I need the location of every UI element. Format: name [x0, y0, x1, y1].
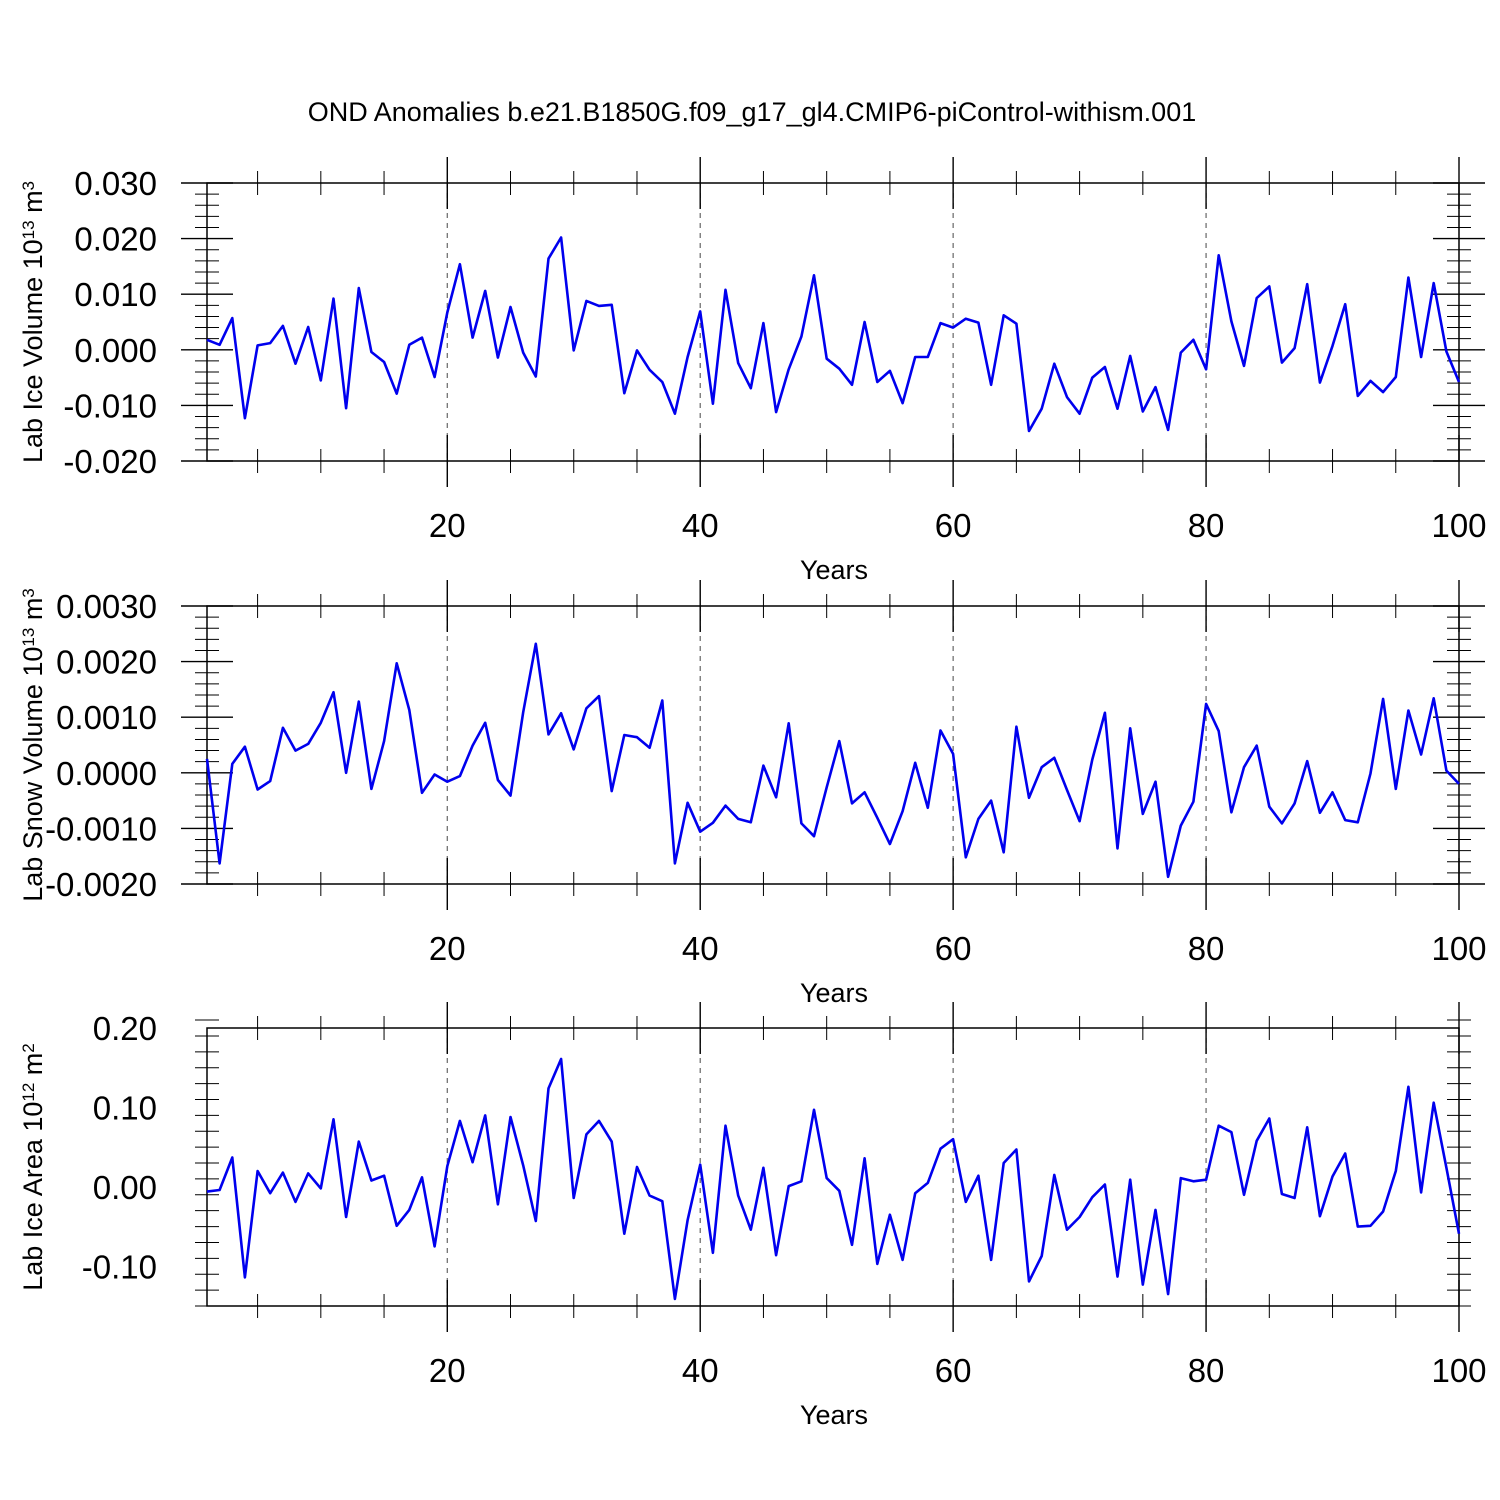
panel-snow-volume: -0.0020 -0.0010 0.0000 0.0010 0.0020 0.0030 20…: [18, 580, 1487, 1008]
y-tick-label: 0.10: [93, 1089, 157, 1126]
x-tick-label: 80: [1188, 930, 1225, 967]
series-line-ice-area: [206, 1057, 1461, 1301]
y-axis-label-main: Lab Ice Area 10: [18, 1102, 48, 1291]
y-axis-label-unit: m: [18, 598, 48, 628]
x-tick-label: 80: [1188, 1352, 1225, 1389]
x-tick-label: 40: [682, 930, 719, 967]
y-axis-label-unit: m: [18, 1053, 48, 1083]
y-axis-label-unit-exponent: 2: [19, 1043, 38, 1052]
y-tick-label: 0.0020: [56, 644, 157, 681]
y-tick-label: 0.030: [74, 165, 157, 202]
y-axis-label-main: Lab Snow Volume 10: [18, 647, 48, 902]
panel-ice-area: -0.10 0.00 0.10 0.20 20 40 60 80 100 Years Lab Ice…: [18, 1002, 1487, 1430]
x-tick-label: 20: [429, 1352, 466, 1389]
y-tick-label: 0.0010: [56, 699, 157, 736]
x-tick-label: 60: [935, 930, 972, 967]
x-tick-label: 80: [1188, 507, 1225, 544]
x-tick-label: 60: [935, 507, 972, 544]
y-tick-label: -0.010: [63, 387, 157, 424]
y-axis-label-main: Lab Ice Volume 10: [18, 239, 48, 463]
figure-title: OND Anomalies b.e21.B1850G.f09_g17_gl4.C…: [308, 97, 1196, 127]
y-tick-label: 0.0030: [56, 588, 157, 625]
x-axis-label: Years: [800, 1400, 868, 1430]
x-tick-label: 100: [1431, 930, 1486, 967]
x-tick-label: 20: [429, 507, 466, 544]
x-axis-label: Years: [800, 978, 868, 1008]
y-axis-label-exponent: 13: [19, 628, 38, 647]
y-tick-label: -0.020: [63, 443, 157, 480]
x-tick-label: 40: [682, 507, 719, 544]
y-tick-label: 0.00: [93, 1169, 157, 1206]
x-tick-label: 100: [1431, 1352, 1486, 1389]
y-tick-label: 0.020: [74, 221, 157, 258]
plot-frame: [206, 605, 1460, 885]
y-axis-label-unit: m: [18, 190, 48, 220]
panels-group: -0.020 -0.010 0.000 0.010 0.020 0.030 20 40 60 80…: [18, 157, 1487, 1430]
y-tick-label: -0.0010: [45, 810, 157, 847]
y-axis-label-unit-exponent: 3: [19, 181, 38, 190]
y-tick-label: 0.0000: [56, 755, 157, 792]
x-tick-label: 60: [935, 1352, 972, 1389]
series-line-snow-volume: [205, 642, 1460, 879]
y-axis-label: Lab Snow Volume 1013 m3: [18, 588, 48, 902]
x-tick-label: 20: [429, 930, 466, 967]
series-line-ice-volume: [206, 236, 1461, 433]
y-tick-label: -0.10: [82, 1248, 157, 1285]
y-tick-label: 0.000: [74, 332, 157, 369]
x-tick-label: 100: [1431, 507, 1486, 544]
plot-frame: [206, 1027, 1460, 1307]
panel-ice-volume: -0.020 -0.010 0.000 0.010 0.020 0.030 20 40 60 80…: [18, 157, 1487, 585]
y-axis-label-exponent: 12: [19, 1083, 38, 1102]
y-axis-label: Lab Ice Area 1012 m2: [18, 1043, 48, 1291]
y-axis-label-exponent: 13: [19, 220, 38, 239]
y-tick-label: 0.010: [74, 276, 157, 313]
x-tick-label: 40: [682, 1352, 719, 1389]
y-axis-label-unit-exponent: 3: [19, 588, 38, 597]
x-axis-label: Years: [800, 555, 868, 585]
y-tick-label: 0.20: [93, 1010, 157, 1047]
plot-frame: [206, 182, 1460, 462]
y-tick-label: -0.0020: [45, 866, 157, 903]
y-axis-label: Lab Ice Volume 1013 m3: [18, 181, 48, 463]
